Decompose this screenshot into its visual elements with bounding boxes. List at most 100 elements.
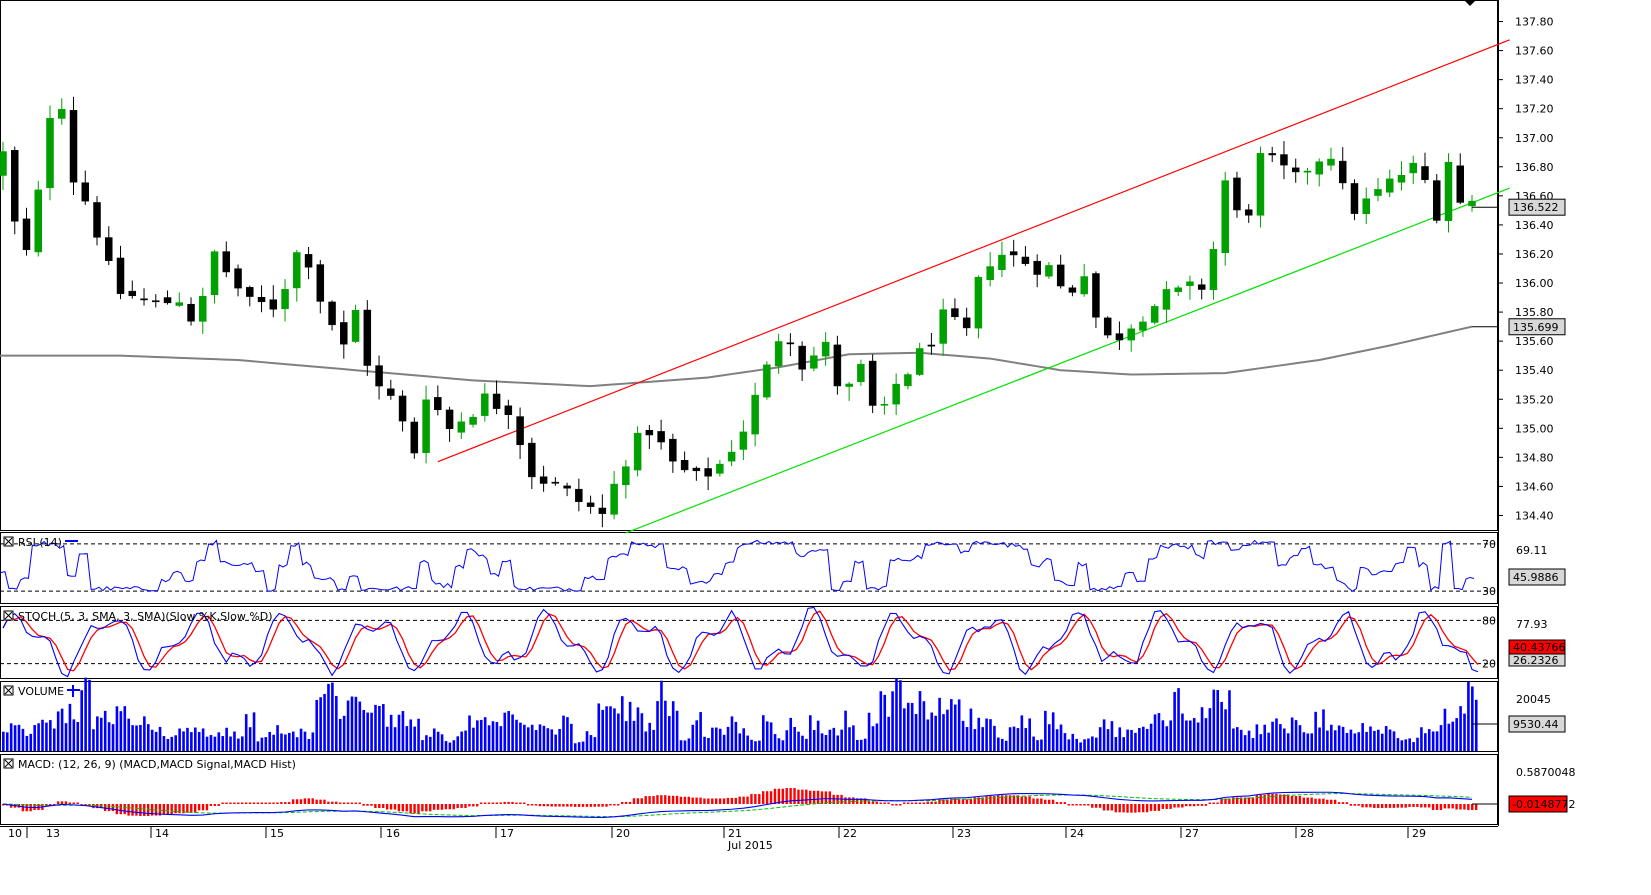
candle	[11, 146, 19, 235]
macd-hist-bar	[797, 789, 800, 804]
macd-hist-bar	[542, 804, 546, 807]
candle	[492, 380, 501, 415]
candle-body	[1080, 276, 1088, 295]
channel-top-line[interactable]	[437, 39, 1510, 463]
macd-hist-bar	[264, 802, 267, 804]
macd-hist-bar	[903, 802, 906, 804]
macd-hist-bar	[111, 804, 115, 812]
macd-hist-bar	[190, 804, 193, 813]
macd-hist-bar	[1330, 799, 1333, 804]
candle	[962, 307, 971, 336]
macd-hist-bar	[1388, 804, 1392, 808]
volume-bar	[824, 735, 828, 751]
volume-bar	[542, 725, 546, 751]
macd-hist-bar	[844, 797, 847, 804]
macd-hist-bar	[942, 799, 945, 804]
ma-path	[0, 325, 1473, 388]
macd-hist-bar	[425, 804, 428, 812]
candle-body	[857, 363, 865, 383]
volume-bar	[464, 730, 467, 751]
candle	[1421, 152, 1429, 184]
macd-hist-bar	[1051, 799, 1055, 804]
stoch-k-last-box	[1508, 653, 1566, 667]
macd-hist-bar	[969, 799, 973, 804]
macd-hist-bar	[1420, 804, 1423, 808]
volume-bar	[432, 728, 436, 751]
macd-hist-bar	[1318, 798, 1321, 804]
candle-body	[445, 409, 454, 430]
macd-panel-title-part: ,	[157, 758, 161, 771]
candle-body	[528, 442, 536, 478]
candle-body	[1421, 166, 1429, 180]
rsi-line	[0, 539, 1475, 592]
volume-bar	[154, 731, 158, 751]
channel-bottom-line[interactable]	[625, 187, 1510, 534]
volume-bar	[526, 727, 530, 751]
volume-bar	[1173, 691, 1176, 751]
macd-hist-bar	[146, 804, 150, 817]
candle-body	[234, 268, 242, 289]
volume-bar	[60, 708, 64, 751]
candle	[1303, 167, 1312, 185]
volume-bar	[68, 703, 72, 751]
macd-hist-bar	[9, 804, 13, 808]
macd-hist-bar	[299, 799, 303, 804]
volume-bar	[1004, 740, 1008, 751]
candle-body	[163, 297, 172, 304]
volume-bar	[1314, 711, 1317, 751]
volume-bar	[530, 724, 534, 751]
volume-bar	[335, 696, 338, 751]
macd-hist-bar	[1255, 794, 1258, 804]
candle-body	[880, 403, 889, 406]
volume-bar	[538, 724, 542, 751]
macd-hist-bar	[1384, 804, 1388, 808]
candle-body	[951, 308, 959, 318]
macd-hist-bar	[217, 804, 220, 806]
volume-last-box	[1508, 715, 1566, 733]
candle	[1456, 153, 1464, 205]
macd-hist-bar	[1192, 804, 1196, 807]
macd-hist-bar	[891, 804, 894, 806]
candle-body	[786, 342, 795, 345]
macd-hist-bar	[1298, 795, 1302, 804]
candle-body	[398, 395, 407, 422]
volume-bar	[382, 704, 385, 751]
volume-bar	[1071, 733, 1075, 751]
price-tick-label: 135.60	[1515, 335, 1554, 348]
volume-bar	[1185, 720, 1188, 751]
macd-hist-bar	[1122, 804, 1125, 813]
macd-hist-bar	[953, 798, 957, 804]
candle-body	[1186, 281, 1194, 286]
volume-bar	[1408, 738, 1411, 751]
volume-bar	[703, 736, 706, 751]
day-label: 22	[843, 827, 857, 840]
volume-bar	[1157, 713, 1161, 751]
volume-bar	[213, 736, 217, 751]
macd-hist-bar	[139, 804, 142, 817]
macd-hist-bar	[0, 804, 1, 806]
macd-hist-bar	[284, 802, 287, 804]
macd-hist-bar	[350, 802, 354, 804]
macd-hist-bar	[1028, 796, 1031, 804]
volume-bar	[577, 742, 581, 751]
volume-bar	[80, 690, 83, 751]
macd-hist-bar	[601, 804, 604, 807]
volume-bar	[1380, 733, 1384, 751]
volume-bar	[961, 720, 965, 751]
macd-panel-title-part: MACD	[124, 758, 157, 771]
macd-hist-bar	[1200, 804, 1204, 806]
macd-hist-bar	[1177, 804, 1180, 808]
macd-hist-bar	[585, 804, 589, 807]
macd-hist-bar	[248, 802, 252, 804]
volume-bar	[346, 700, 350, 751]
volume-bar	[107, 722, 111, 751]
candle-body	[598, 507, 607, 514]
macd-hist-bar	[895, 804, 898, 806]
volume-bar	[558, 728, 561, 751]
candle-body	[46, 117, 54, 189]
scroll-marker-icon[interactable]	[1464, 0, 1476, 6]
macd-hist-bar	[507, 801, 510, 804]
volume-bar	[178, 728, 181, 751]
volume-bar	[1443, 708, 1447, 751]
macd-hist-bar	[52, 804, 56, 806]
